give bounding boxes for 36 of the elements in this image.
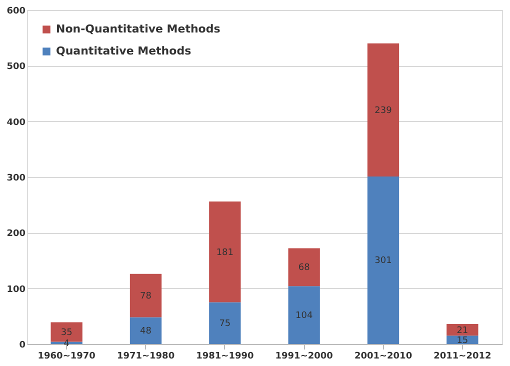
y-tick-label: 300 bbox=[6, 174, 26, 184]
y-tick-label: 100 bbox=[6, 284, 26, 295]
bar bbox=[367, 176, 400, 344]
x-tick-label: 1981~1990 bbox=[196, 352, 254, 362]
bar bbox=[209, 302, 241, 344]
bar bbox=[367, 43, 400, 176]
x-tick-label: 1971~1980 bbox=[116, 352, 175, 362]
legend-label: Quantitative Methods bbox=[56, 44, 192, 58]
bar bbox=[130, 317, 162, 344]
y-tick-label: 600 bbox=[6, 6, 26, 16]
bar bbox=[209, 201, 241, 302]
y-tick-label: 400 bbox=[6, 118, 26, 128]
data-label: 48 bbox=[140, 326, 152, 337]
bar bbox=[446, 324, 478, 336]
data-label: 239 bbox=[374, 106, 392, 116]
data-label: 104 bbox=[295, 311, 313, 322]
data-label: 15 bbox=[456, 336, 468, 346]
data-label: 75 bbox=[219, 319, 231, 330]
x-tick-label: 1960~1970 bbox=[38, 352, 96, 362]
bar bbox=[446, 336, 478, 344]
bar bbox=[130, 274, 162, 318]
data-label: 301 bbox=[374, 256, 392, 266]
data-label: 35 bbox=[60, 328, 72, 338]
data-label: 78 bbox=[140, 292, 152, 302]
x-tick-label: 2011~2012 bbox=[434, 352, 492, 362]
bar bbox=[288, 248, 320, 286]
x-tick-label: 2001~2010 bbox=[354, 352, 412, 362]
data-label: 181 bbox=[216, 248, 234, 258]
data-label: 68 bbox=[298, 263, 310, 274]
bar bbox=[288, 286, 320, 344]
y-tick-label: 500 bbox=[6, 62, 26, 72]
data-label: 21 bbox=[456, 326, 468, 336]
y-tick-label: 0 bbox=[19, 340, 26, 350]
legend-label: Non-Quantitative Methods bbox=[56, 22, 221, 36]
x-tick-label: 1991~2000 bbox=[275, 352, 333, 362]
y-tick-label: 200 bbox=[6, 229, 26, 240]
